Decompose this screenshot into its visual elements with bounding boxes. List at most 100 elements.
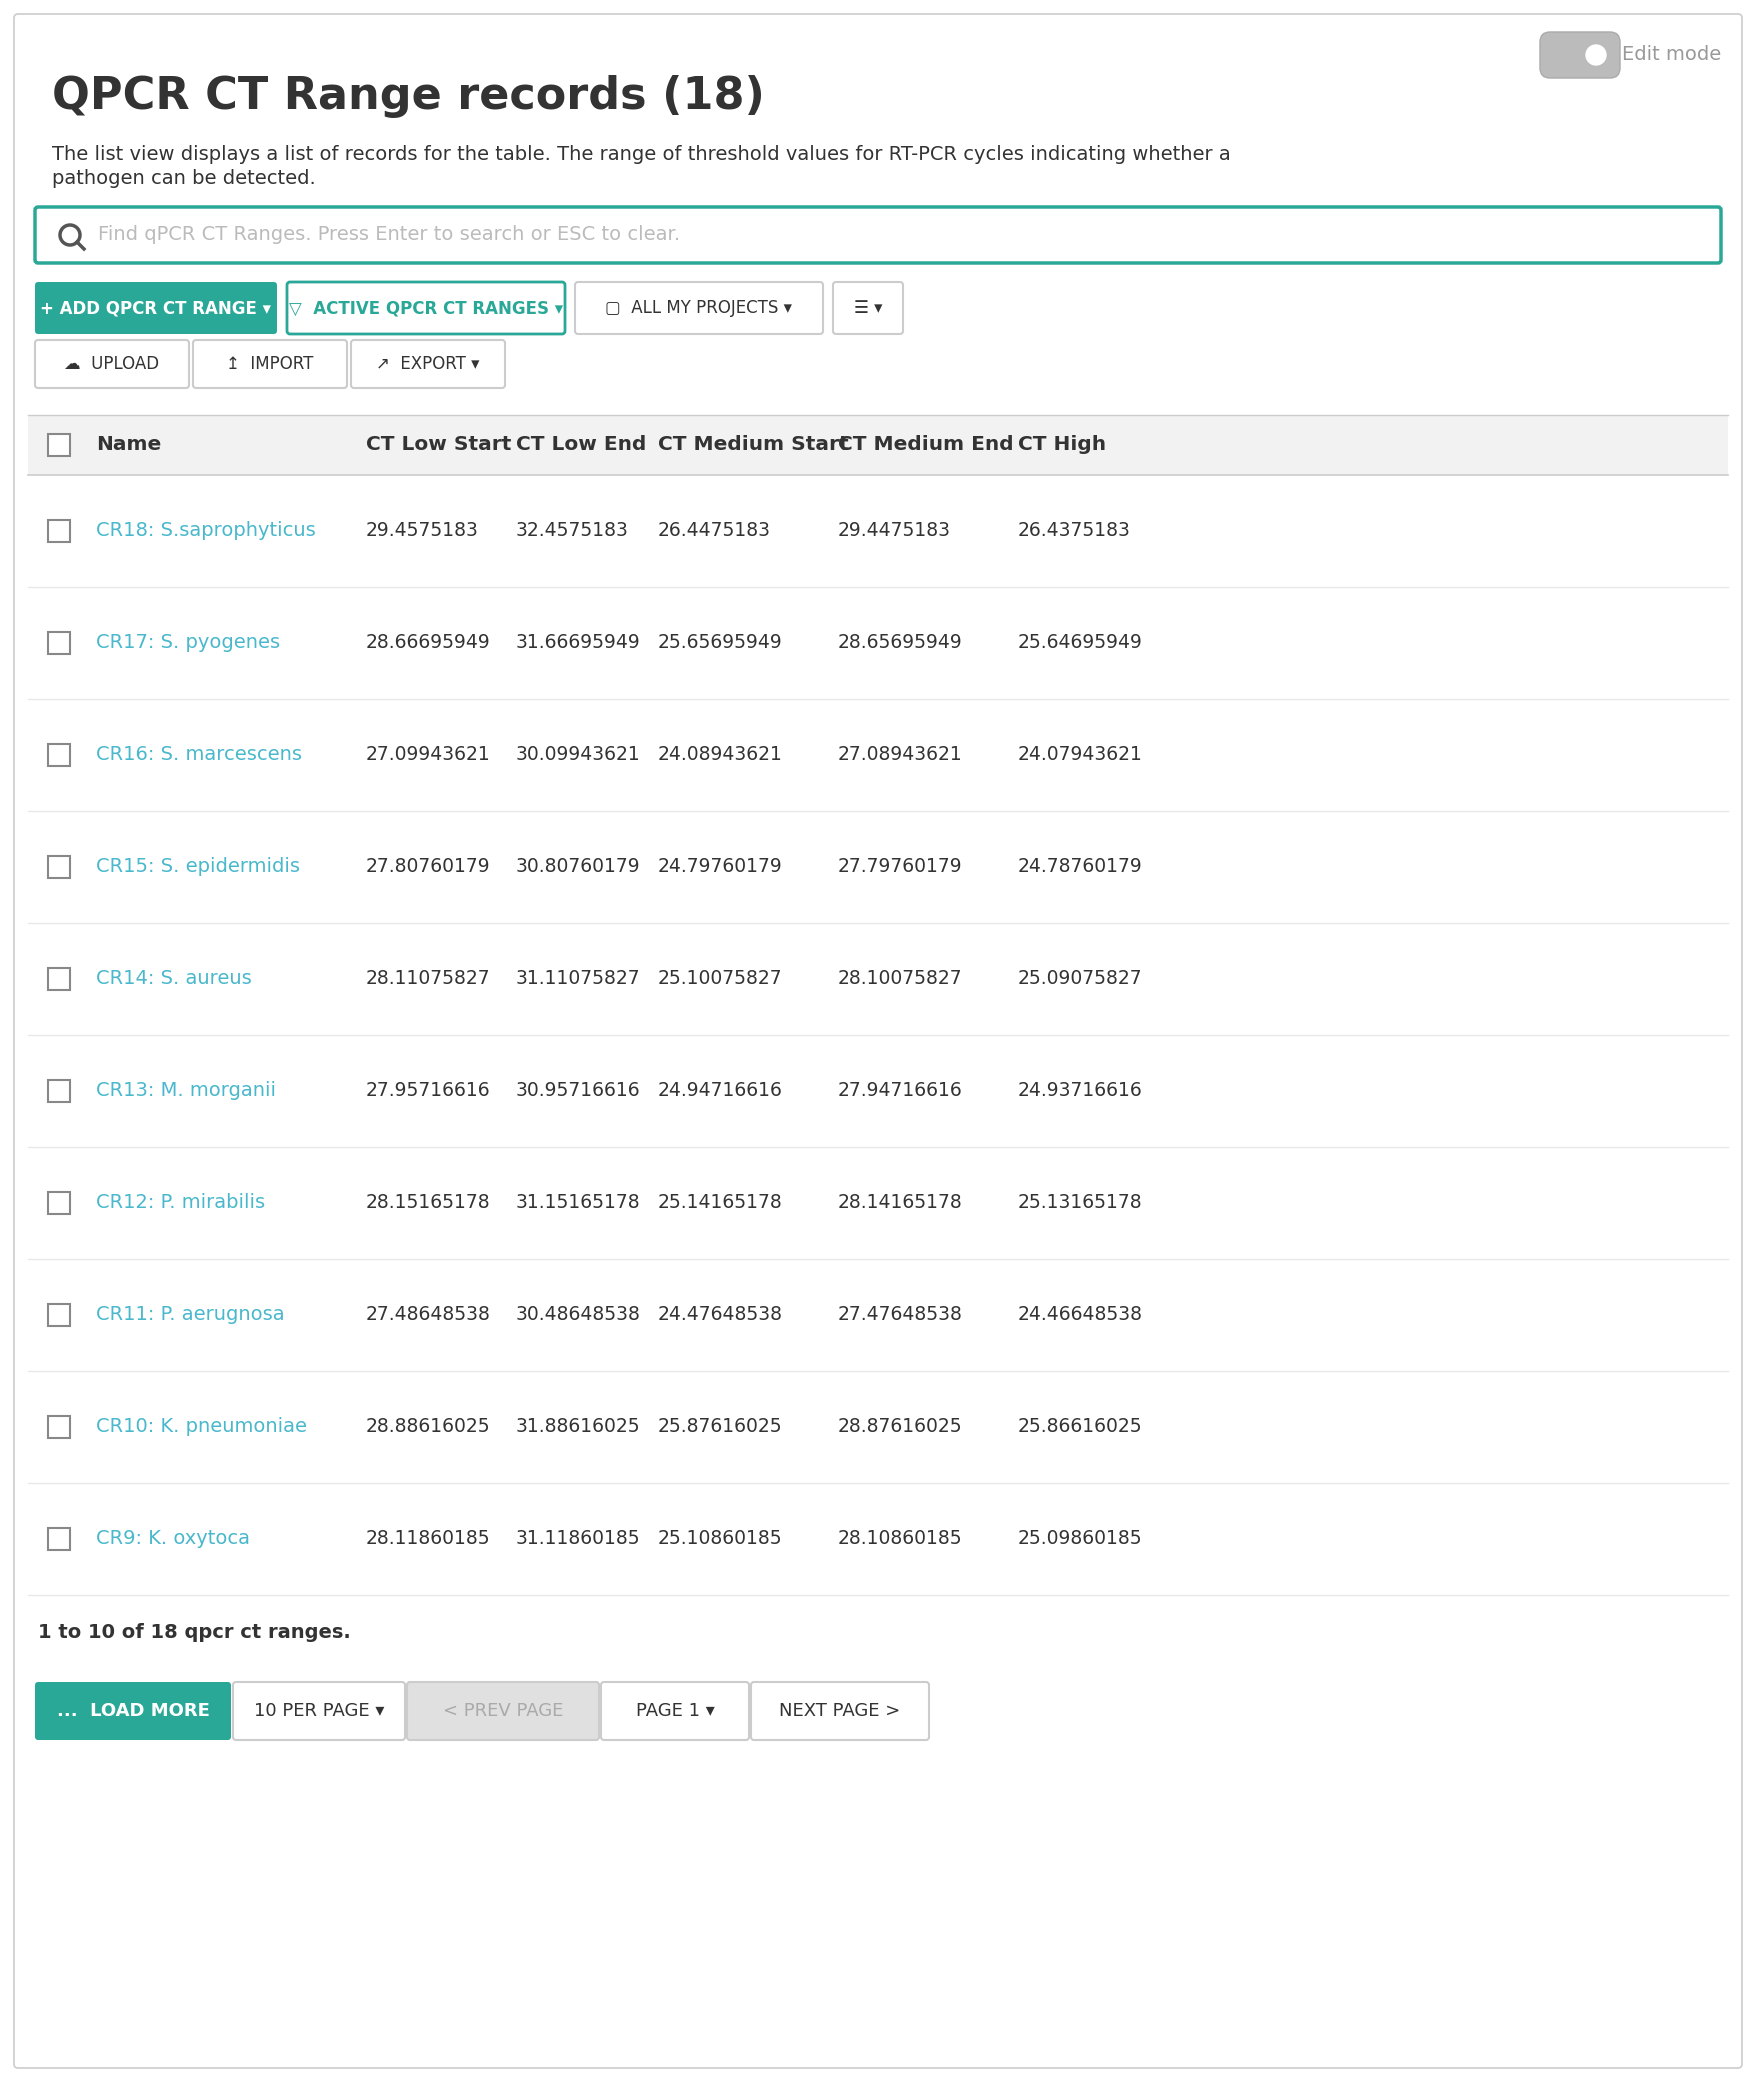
Bar xyxy=(47,743,70,766)
Text: CT Low End: CT Low End xyxy=(516,435,646,454)
Text: 26.4475183: 26.4475183 xyxy=(658,520,770,541)
Text: 27.08943621: 27.08943621 xyxy=(837,745,962,764)
Text: 25.86616025: 25.86616025 xyxy=(1018,1418,1143,1437)
Bar xyxy=(28,922,1727,1035)
FancyBboxPatch shape xyxy=(35,339,190,387)
Text: Find qPCR CT Ranges. Press Enter to search or ESC to clear.: Find qPCR CT Ranges. Press Enter to sear… xyxy=(98,225,679,244)
Text: 27.95716616: 27.95716616 xyxy=(365,1081,490,1101)
Text: 27.80760179: 27.80760179 xyxy=(365,858,490,877)
Text: 30.48648538: 30.48648538 xyxy=(516,1305,641,1324)
Text: PAGE 1 ▾: PAGE 1 ▾ xyxy=(635,1701,714,1720)
Text: 25.64695949: 25.64695949 xyxy=(1018,633,1143,652)
Text: 28.10860185: 28.10860185 xyxy=(837,1530,962,1549)
Text: 25.10860185: 25.10860185 xyxy=(658,1530,783,1549)
FancyBboxPatch shape xyxy=(35,281,277,333)
Text: 27.94716616: 27.94716616 xyxy=(837,1081,962,1101)
Text: 28.87616025: 28.87616025 xyxy=(837,1418,962,1437)
Text: 30.09943621: 30.09943621 xyxy=(516,745,641,764)
FancyBboxPatch shape xyxy=(751,1682,928,1741)
Text: 28.11075827: 28.11075827 xyxy=(365,970,490,989)
Text: 29.4475183: 29.4475183 xyxy=(837,520,951,541)
Bar xyxy=(47,856,70,879)
Text: CR14: S. aureus: CR14: S. aureus xyxy=(97,970,251,989)
Text: 31.66695949: 31.66695949 xyxy=(516,633,641,652)
Circle shape xyxy=(1585,46,1606,65)
Text: 28.65695949: 28.65695949 xyxy=(837,633,962,652)
Text: CR17: S. pyogenes: CR17: S. pyogenes xyxy=(97,633,281,652)
Text: 32.4575183: 32.4575183 xyxy=(516,520,628,541)
Text: 25.14165178: 25.14165178 xyxy=(658,1193,783,1212)
Bar xyxy=(28,700,1727,812)
Text: 27.09943621: 27.09943621 xyxy=(365,745,490,764)
Text: 28.66695949: 28.66695949 xyxy=(365,633,490,652)
Text: 25.13165178: 25.13165178 xyxy=(1018,1193,1143,1212)
Text: CT Medium Start: CT Medium Start xyxy=(658,435,848,454)
Text: ▽  ACTIVE QPCR CT RANGES ▾: ▽ ACTIVE QPCR CT RANGES ▾ xyxy=(290,300,563,316)
FancyBboxPatch shape xyxy=(351,339,505,387)
Text: 31.88616025: 31.88616025 xyxy=(516,1418,641,1437)
FancyBboxPatch shape xyxy=(832,281,902,333)
FancyBboxPatch shape xyxy=(233,1682,405,1741)
Text: CT Medium End: CT Medium End xyxy=(837,435,1013,454)
Text: 27.47648538: 27.47648538 xyxy=(837,1305,962,1324)
Text: CR11: P. aerugnosa: CR11: P. aerugnosa xyxy=(97,1305,284,1324)
Text: 24.78760179: 24.78760179 xyxy=(1018,858,1143,877)
Text: CT High: CT High xyxy=(1018,435,1106,454)
FancyBboxPatch shape xyxy=(600,1682,749,1741)
Text: CR13: M. morganii: CR13: M. morganii xyxy=(97,1081,276,1101)
FancyBboxPatch shape xyxy=(407,1682,598,1741)
Text: 26.4375183: 26.4375183 xyxy=(1018,520,1130,541)
Text: 25.10075827: 25.10075827 xyxy=(658,970,783,989)
Text: 25.65695949: 25.65695949 xyxy=(658,633,783,652)
Bar xyxy=(47,1528,70,1549)
Text: Name: Name xyxy=(97,435,161,454)
Text: 31.11075827: 31.11075827 xyxy=(516,970,641,989)
Text: 31.11860185: 31.11860185 xyxy=(516,1530,641,1549)
Text: 29.4575183: 29.4575183 xyxy=(365,520,479,541)
Text: 28.15165178: 28.15165178 xyxy=(365,1193,490,1212)
Text: + ADD QPCR CT RANGE ▾: + ADD QPCR CT RANGE ▾ xyxy=(40,300,272,316)
Text: ↗  EXPORT ▾: ↗ EXPORT ▾ xyxy=(376,356,479,373)
Bar xyxy=(47,1416,70,1439)
Text: CR12: P. mirabilis: CR12: P. mirabilis xyxy=(97,1193,265,1212)
FancyBboxPatch shape xyxy=(193,339,347,387)
FancyBboxPatch shape xyxy=(14,15,1741,2067)
Text: 10 PER PAGE ▾: 10 PER PAGE ▾ xyxy=(254,1701,384,1720)
Bar xyxy=(28,475,1727,587)
Text: Edit mode: Edit mode xyxy=(1622,46,1720,65)
Text: CR10: K. pneumoniae: CR10: K. pneumoniae xyxy=(97,1418,307,1437)
FancyBboxPatch shape xyxy=(35,206,1720,262)
FancyBboxPatch shape xyxy=(35,1682,232,1741)
Text: < PREV PAGE: < PREV PAGE xyxy=(442,1701,563,1720)
Bar xyxy=(28,1372,1727,1482)
Bar xyxy=(28,1147,1727,1260)
Text: ↥  IMPORT: ↥ IMPORT xyxy=(226,356,314,373)
Text: CR9: K. oxytoca: CR9: K. oxytoca xyxy=(97,1530,249,1549)
Bar xyxy=(28,1035,1727,1147)
Text: 24.08943621: 24.08943621 xyxy=(658,745,783,764)
Text: 31.15165178: 31.15165178 xyxy=(516,1193,641,1212)
Bar xyxy=(28,414,1727,475)
Text: 24.94716616: 24.94716616 xyxy=(658,1081,783,1101)
Bar xyxy=(28,1482,1727,1595)
Text: 25.09075827: 25.09075827 xyxy=(1018,970,1143,989)
Bar xyxy=(47,433,70,456)
Text: 24.07943621: 24.07943621 xyxy=(1018,745,1143,764)
Text: CR15: S. epidermidis: CR15: S. epidermidis xyxy=(97,858,300,877)
FancyBboxPatch shape xyxy=(574,281,823,333)
Text: QPCR CT Range records (18): QPCR CT Range records (18) xyxy=(53,75,765,119)
Text: CR16: S. marcescens: CR16: S. marcescens xyxy=(97,745,302,764)
Bar xyxy=(47,520,70,541)
Text: 27.48648538: 27.48648538 xyxy=(365,1305,491,1324)
Text: 30.95716616: 30.95716616 xyxy=(516,1081,641,1101)
Bar xyxy=(28,587,1727,700)
Text: ▢  ALL MY PROJECTS ▾: ▢ ALL MY PROJECTS ▾ xyxy=(605,300,792,316)
Text: 25.09860185: 25.09860185 xyxy=(1018,1530,1143,1549)
Text: 28.14165178: 28.14165178 xyxy=(837,1193,962,1212)
Text: 24.47648538: 24.47648538 xyxy=(658,1305,783,1324)
Text: 27.79760179: 27.79760179 xyxy=(837,858,962,877)
Text: 28.11860185: 28.11860185 xyxy=(365,1530,490,1549)
Text: The list view displays a list of records for the table. The range of threshold v: The list view displays a list of records… xyxy=(53,146,1230,164)
Text: 24.93716616: 24.93716616 xyxy=(1018,1081,1143,1101)
Bar xyxy=(47,633,70,654)
